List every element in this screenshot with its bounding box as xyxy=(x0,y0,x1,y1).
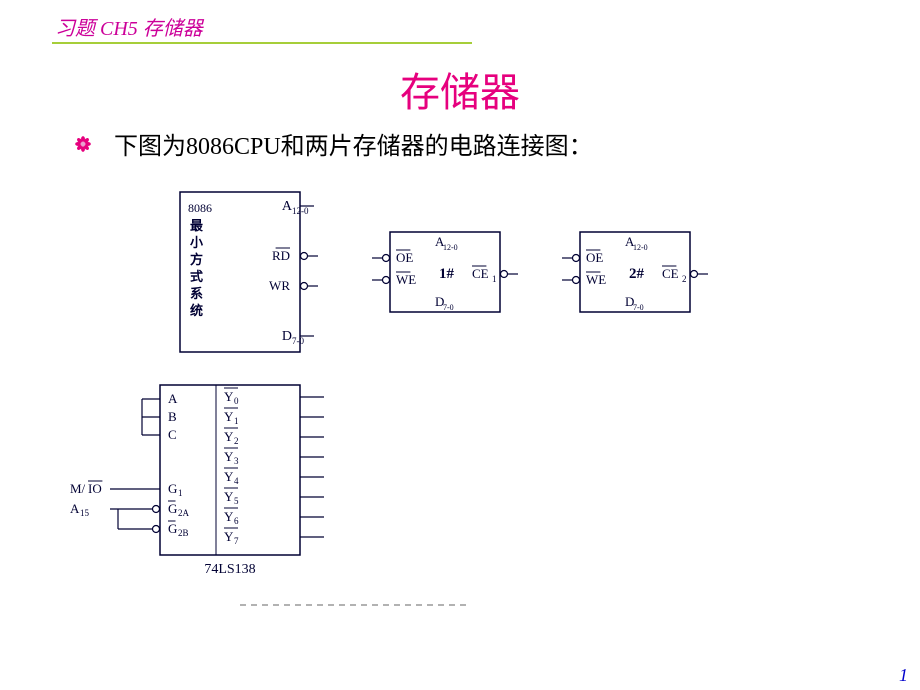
svg-text:Y: Y xyxy=(224,529,234,544)
bullet-row: 下图为8086CPU和两片存储器的电路连接图： xyxy=(74,126,593,161)
svg-text:Y: Y xyxy=(224,409,234,424)
svg-text:12-0: 12-0 xyxy=(633,243,648,252)
svg-text:Y: Y xyxy=(224,469,234,484)
svg-text:C: C xyxy=(168,427,177,442)
svg-text:RD: RD xyxy=(272,248,290,263)
bullet-text: 下图为8086CPU和两片存储器的电路连接图： xyxy=(114,126,593,161)
svg-text:74LS138: 74LS138 xyxy=(204,562,255,577)
svg-text:2: 2 xyxy=(682,274,687,284)
svg-text:最: 最 xyxy=(190,218,204,233)
svg-text:15: 15 xyxy=(80,508,90,518)
svg-text:方: 方 xyxy=(190,252,203,267)
svg-text:WR: WR xyxy=(269,278,290,293)
svg-text:Y: Y xyxy=(224,429,234,444)
flower-bullet-icon xyxy=(74,135,92,153)
svg-text:12-0: 12-0 xyxy=(443,243,458,252)
svg-text:B: B xyxy=(168,409,177,424)
svg-text:3: 3 xyxy=(234,456,239,466)
svg-text:7-0: 7-0 xyxy=(443,303,454,312)
svg-text:Y: Y xyxy=(224,489,234,504)
svg-text:1: 1 xyxy=(492,274,497,284)
svg-text:A: A xyxy=(70,501,80,516)
svg-text:1: 1 xyxy=(234,416,239,426)
svg-text:8086: 8086 xyxy=(188,201,212,215)
svg-text:A: A xyxy=(168,391,178,406)
diagram-svg: 8086最小方式系统A12-0RDWRD7-0A12-01#OEWECE1D7-… xyxy=(0,170,920,650)
svg-text:G: G xyxy=(168,501,177,516)
svg-text:7-0: 7-0 xyxy=(292,336,304,346)
svg-text:7-0: 7-0 xyxy=(633,303,644,312)
svg-text:6: 6 xyxy=(234,516,239,526)
svg-text:0: 0 xyxy=(234,396,239,406)
page-number: 1 xyxy=(899,665,908,686)
svg-text:小: 小 xyxy=(190,235,203,250)
slide-header: 习题 CH5 存储器 xyxy=(55,12,203,41)
svg-text:WE: WE xyxy=(586,272,606,287)
title-text: 存储器 xyxy=(400,70,520,115)
svg-text:2: 2 xyxy=(234,436,239,446)
svg-text:OE: OE xyxy=(586,250,603,265)
header-text: 习题 CH5 存储器 xyxy=(55,18,203,40)
svg-text:WE: WE xyxy=(396,272,416,287)
svg-text:M/: M/ xyxy=(70,481,86,496)
svg-text:2A: 2A xyxy=(178,508,190,518)
svg-text:式: 式 xyxy=(190,269,203,284)
header-rule xyxy=(52,42,472,44)
svg-text:CE: CE xyxy=(662,266,679,281)
circuit-diagram: 8086最小方式系统A12-0RDWRD7-0A12-01#OEWECE1D7-… xyxy=(0,170,920,650)
svg-text:2B: 2B xyxy=(178,528,189,538)
slide-title: 存储器 xyxy=(0,60,920,118)
svg-text:Y: Y xyxy=(224,449,234,464)
svg-text:1: 1 xyxy=(178,488,183,498)
svg-text:Y: Y xyxy=(224,509,234,524)
svg-text:2#: 2# xyxy=(629,266,645,282)
svg-text:G: G xyxy=(168,481,177,496)
svg-text:G: G xyxy=(168,521,177,536)
svg-text:系: 系 xyxy=(190,286,203,301)
svg-text:D: D xyxy=(282,329,292,344)
svg-text:5: 5 xyxy=(234,496,239,506)
svg-text:7: 7 xyxy=(234,536,239,546)
svg-text:1#: 1# xyxy=(439,266,455,282)
svg-text:统: 统 xyxy=(190,303,203,318)
svg-text:IO: IO xyxy=(88,481,102,496)
svg-text:Y: Y xyxy=(224,389,234,404)
svg-text:CE: CE xyxy=(472,266,489,281)
svg-text:4: 4 xyxy=(234,476,239,486)
svg-text:12-0: 12-0 xyxy=(292,206,309,216)
svg-text:OE: OE xyxy=(396,250,413,265)
